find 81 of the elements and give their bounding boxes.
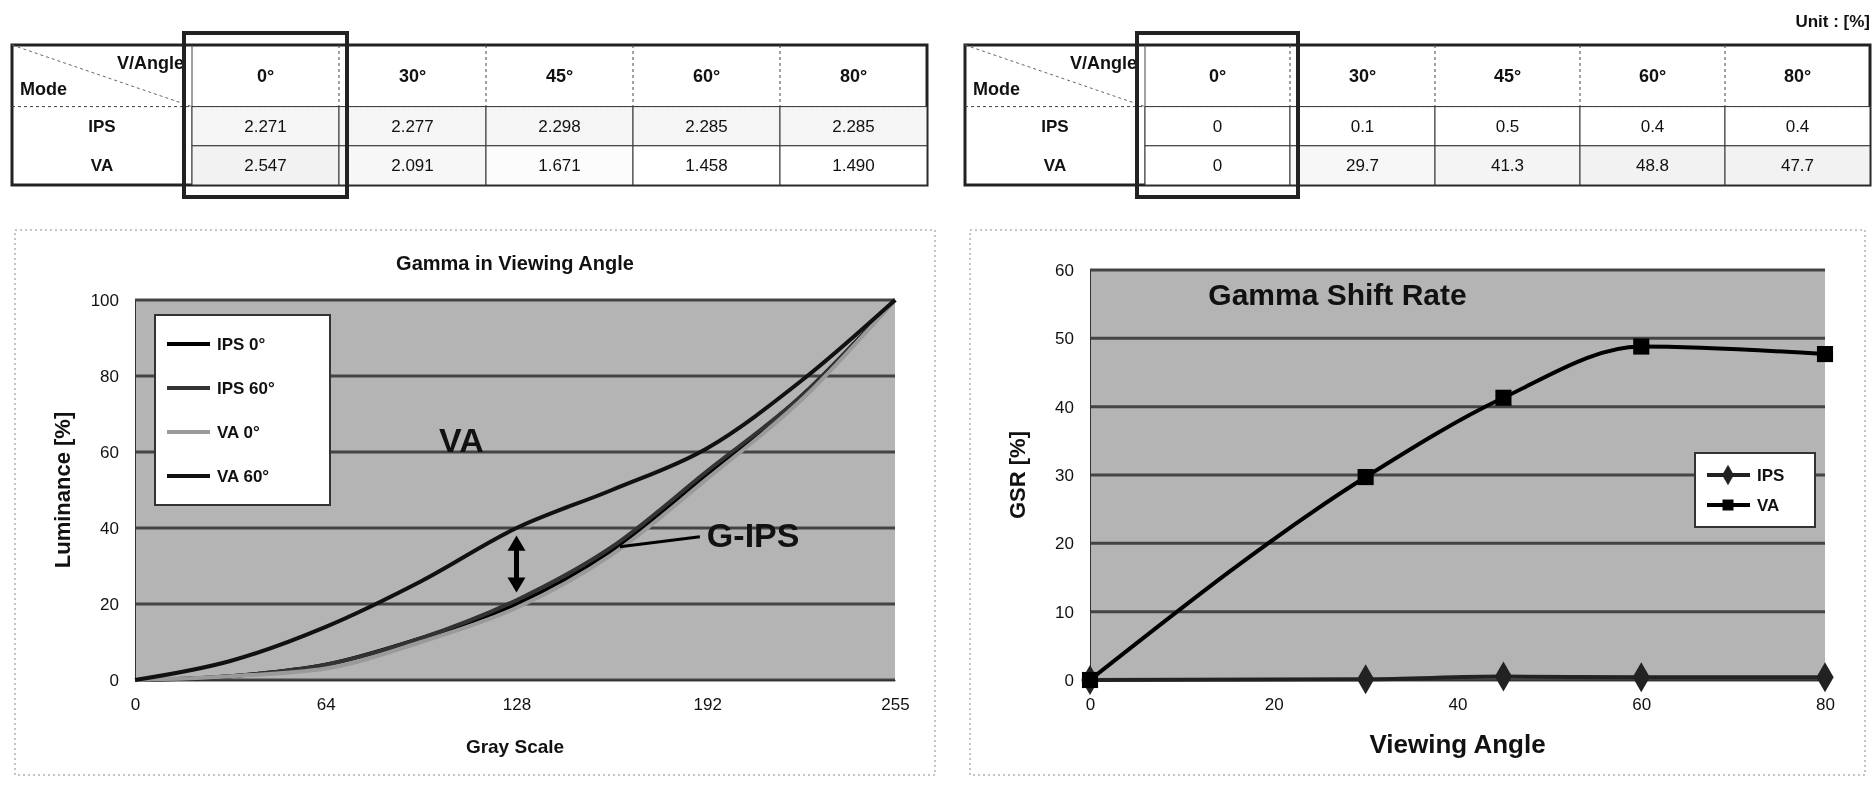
chart-title: Gamma in Viewing Angle (396, 252, 634, 274)
y-tick-label: IPS (88, 117, 116, 137)
y-tick-label: IPS (1041, 117, 1069, 137)
y-axis-title: Luminance [%] (50, 411, 75, 569)
legend-label: VA 60° (217, 467, 270, 486)
data-label: 48.8 (1635, 156, 1670, 176)
data-label: 2.091 (391, 156, 434, 176)
y-tick-label: 30 (1055, 465, 1074, 485)
line-series (133, 298, 897, 682)
annotation: VA (439, 421, 484, 459)
data-label: 2.285 (832, 117, 875, 137)
x-tick-label: 60 (1632, 695, 1652, 715)
legend-label: IPS 60° (217, 379, 276, 398)
data-label: 2.271 (244, 117, 287, 137)
data-label: 1.490 (832, 156, 875, 176)
x-axis-title: Gray Scale (465, 736, 565, 757)
x-tick-label: 60° (1638, 65, 1667, 86)
x-tick-label: 30° (398, 65, 427, 86)
legend-label: VA 0° (217, 423, 260, 442)
x-tick-label: 0° (256, 65, 275, 86)
x-tick-label: 0 (130, 695, 141, 715)
y-tick-label: 0 (1064, 670, 1074, 690)
x-tick-label: 80 (1816, 695, 1835, 715)
y-axis-title: Mode (973, 78, 1020, 99)
x-axis-title: V/Angle (1069, 53, 1137, 73)
data-label: 47.7 (1780, 156, 1815, 176)
x-tick-label: 128 (502, 695, 532, 715)
y-tick-label: 60 (100, 442, 119, 462)
y-tick-label: 80 (100, 366, 119, 386)
y-tick-label: 0 (109, 670, 119, 690)
x-tick-label: 40 (1448, 695, 1468, 715)
data-label: 0 (1212, 117, 1223, 137)
y-tick-label: 100 (90, 290, 119, 310)
y-tick-label: 40 (100, 518, 119, 538)
x-tick-label: 45° (1493, 65, 1522, 86)
data-label: 2.285 (685, 117, 728, 137)
data-label: 0.5 (1495, 117, 1520, 137)
legend-label: IPS (1757, 466, 1785, 485)
x-tick-label: 192 (693, 695, 722, 715)
point (1081, 671, 1099, 689)
x-tick-label: 0 (1085, 695, 1096, 715)
y-axis-title: GSR [%] (1005, 431, 1030, 519)
y-axis-title: Mode (20, 78, 67, 99)
x-axis-title: V/Angle (116, 53, 184, 73)
y-tick-label: VA (1043, 156, 1067, 176)
point (1816, 345, 1834, 363)
y-tick-label: 40 (1055, 397, 1074, 417)
data-label: 29.7 (1345, 156, 1380, 176)
y-tick-label: 20 (100, 594, 119, 614)
point (1633, 338, 1650, 355)
legend-label: VA (1757, 496, 1780, 515)
y-tick-label: VA (90, 156, 114, 176)
data-label: 2.277 (391, 117, 434, 137)
data-label: 2.547 (244, 156, 287, 176)
x-axis-title: Viewing Angle (1369, 729, 1546, 759)
data-label: 1.458 (685, 156, 728, 176)
y-tick-label: 10 (1055, 602, 1074, 622)
data-label: 0 (1212, 156, 1223, 176)
x-tick-label: 0° (1208, 65, 1227, 86)
x-tick-label: 30° (1348, 65, 1377, 86)
data-label: 2.298 (538, 117, 581, 137)
y-tick-label: 20 (1055, 534, 1074, 554)
x-tick-label: 45° (545, 65, 574, 86)
legend-label: IPS 0° (217, 335, 266, 354)
x-tick-label: 64 (316, 695, 336, 715)
text: Unit : [%] (1795, 12, 1870, 31)
data-label: 1.671 (538, 156, 581, 176)
point (1357, 468, 1374, 486)
data-label: 0.4 (1785, 117, 1810, 137)
x-tick-label: 20 (1264, 695, 1284, 715)
data-label: 0.1 (1350, 117, 1375, 137)
data-label: 41.3 (1490, 156, 1525, 176)
point (1495, 389, 1512, 406)
x-tick-label: 80° (1783, 65, 1812, 86)
data-label: 0.4 (1640, 117, 1665, 137)
x-tick-label: 255 (881, 695, 910, 715)
x-tick-label: 80° (839, 65, 868, 86)
chart-title: Gamma Shift Rate (1208, 278, 1467, 311)
y-tick-label: 60 (1055, 260, 1074, 280)
y-tick-label: 50 (1055, 329, 1074, 349)
x-tick-label: 60° (692, 65, 721, 86)
